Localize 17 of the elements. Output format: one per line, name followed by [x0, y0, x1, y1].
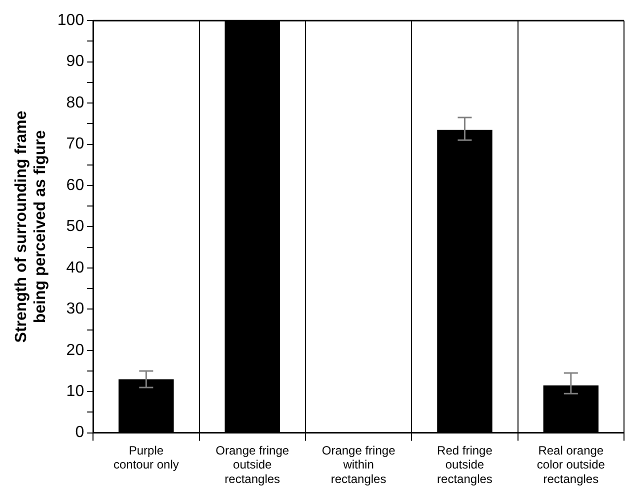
y-tick-label: 10: [66, 382, 84, 400]
x-tick-label: Purple contour only: [114, 443, 179, 472]
y-tick-label: 40: [66, 259, 84, 276]
y-tick-label: 0: [75, 424, 84, 442]
y-tick-label: 80: [66, 94, 84, 112]
y-tick-label: 90: [66, 53, 84, 70]
y-tick-label: 100: [57, 12, 84, 30]
y-tick-label: 60: [66, 176, 84, 194]
y-tick-label: 30: [66, 300, 84, 318]
x-tick-label: Real orange color outside rectangles: [536, 443, 606, 486]
y-tick-label: 20: [66, 342, 84, 359]
y-tick-label: 50: [66, 218, 84, 236]
x-tick-label: Orange fringe outside rectangles: [216, 443, 290, 486]
x-tick-label: Red fringe outside rectangles: [437, 443, 493, 486]
y-tick-label: 70: [66, 136, 84, 153]
y-axis-title: Strength of surrounding frame being perceived as figure: [13, 110, 50, 343]
x-tick-label: Orange fringe within rectangles: [322, 443, 396, 486]
